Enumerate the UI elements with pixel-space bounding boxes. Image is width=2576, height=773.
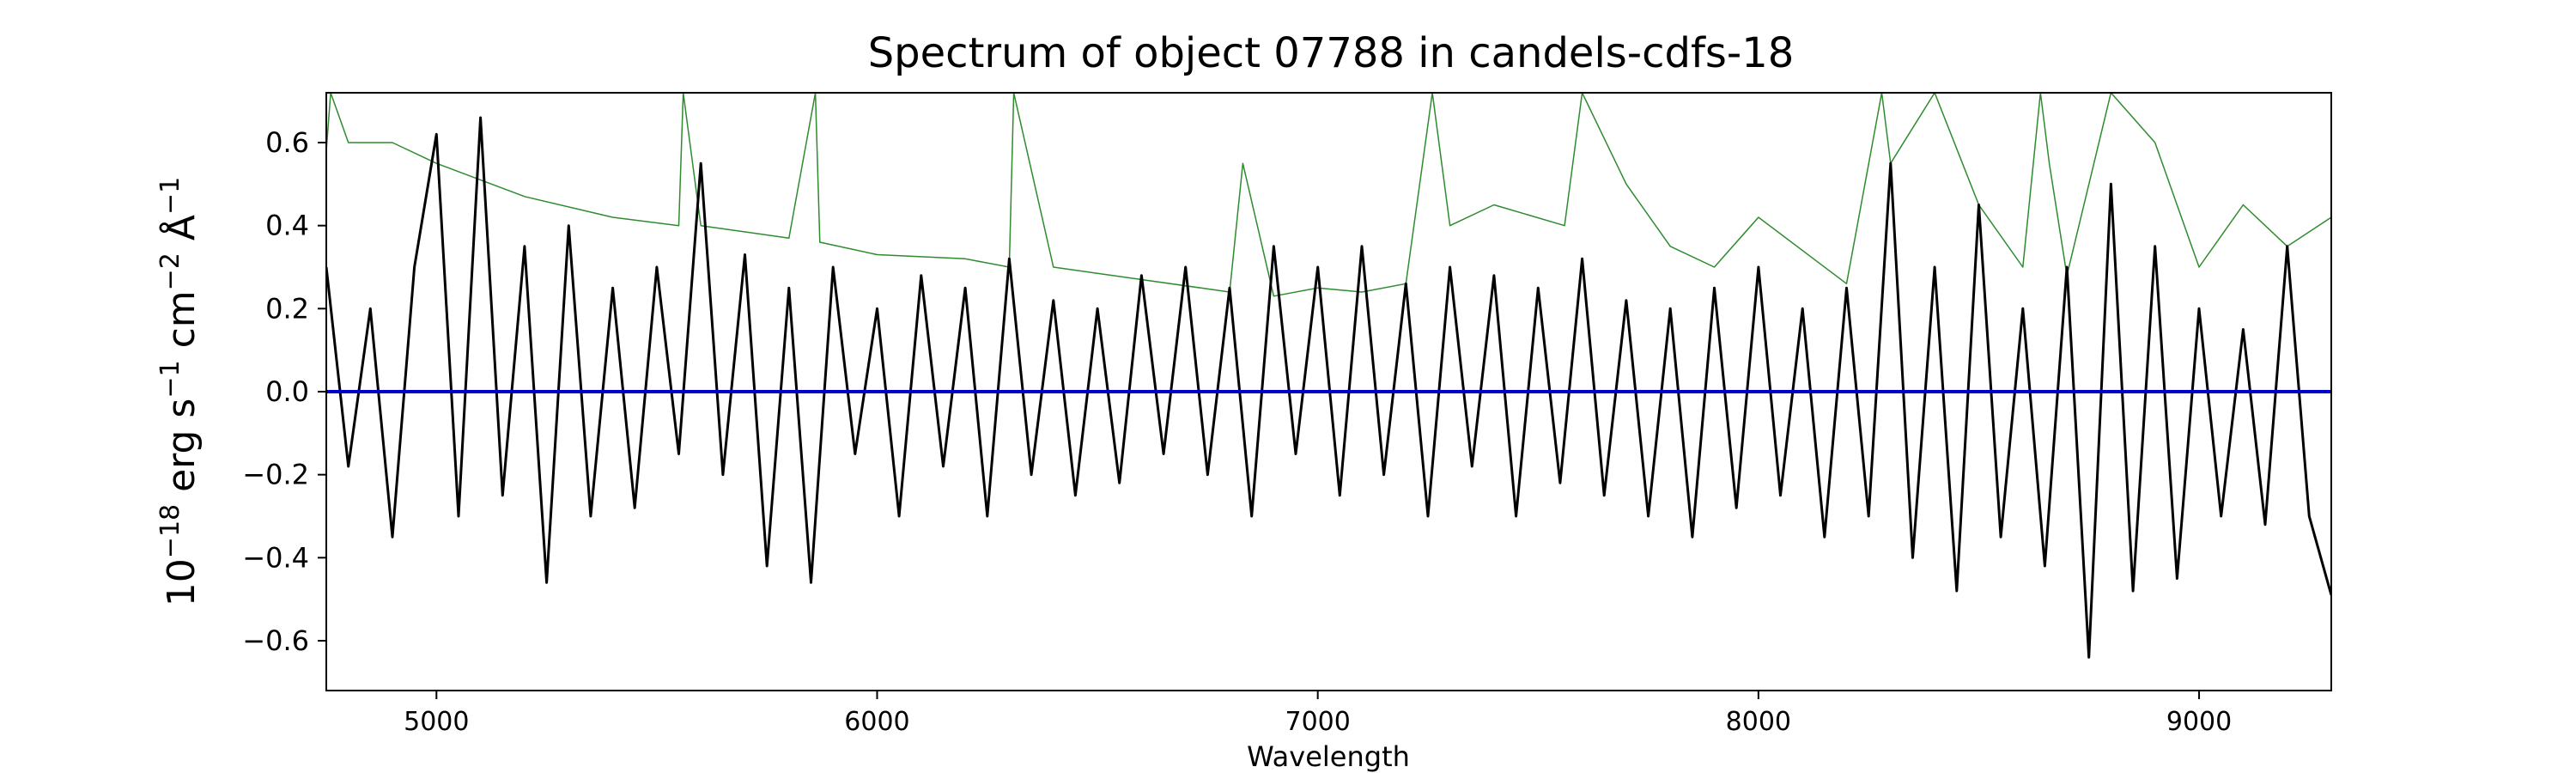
x-tick-label: 5000 xyxy=(404,707,469,737)
y-axis-label: 10−18 erg s−1 cm−2 Å−1 xyxy=(155,177,204,606)
chart-title: Spectrum of object 07788 in candels-cdfs… xyxy=(868,29,1795,77)
y-label-ang: Å xyxy=(158,215,204,253)
y-tick-label: 0.6 xyxy=(265,126,309,159)
y-label-base: 10 xyxy=(160,558,204,606)
y-tick-label: 0.4 xyxy=(265,210,309,242)
x-tick-label: 7000 xyxy=(1285,707,1350,737)
y-label-exp4: −1 xyxy=(155,177,185,215)
flux-series-line xyxy=(326,116,2331,659)
plot-area xyxy=(326,93,2331,659)
y-label-exp1: −18 xyxy=(155,504,185,558)
y-tick-label: 0.0 xyxy=(265,375,309,408)
noise-series-line xyxy=(326,93,2331,297)
x-tick-label: 9000 xyxy=(2166,707,2232,737)
x-tick-label: 6000 xyxy=(844,707,909,737)
y-label-exp2: −1 xyxy=(155,360,185,398)
y-axis: −0.6 −0.4 −0.2 0.0 0.2 0.4 0.6 xyxy=(242,126,326,657)
y-tick-label: −0.6 xyxy=(242,624,309,657)
x-tick-label: 8000 xyxy=(1726,707,1791,737)
x-axis: 5000 6000 7000 8000 9000 xyxy=(404,691,2232,737)
y-label-erg: erg s xyxy=(160,399,204,504)
y-tick-label: −0.4 xyxy=(242,541,309,574)
x-axis-label: Wavelength xyxy=(1247,740,1410,773)
y-tick-label: 0.2 xyxy=(265,292,309,325)
y-tick-label: −0.2 xyxy=(242,459,309,491)
y-label-exp3: −2 xyxy=(155,253,185,290)
y-label-cm: cm xyxy=(160,290,204,360)
